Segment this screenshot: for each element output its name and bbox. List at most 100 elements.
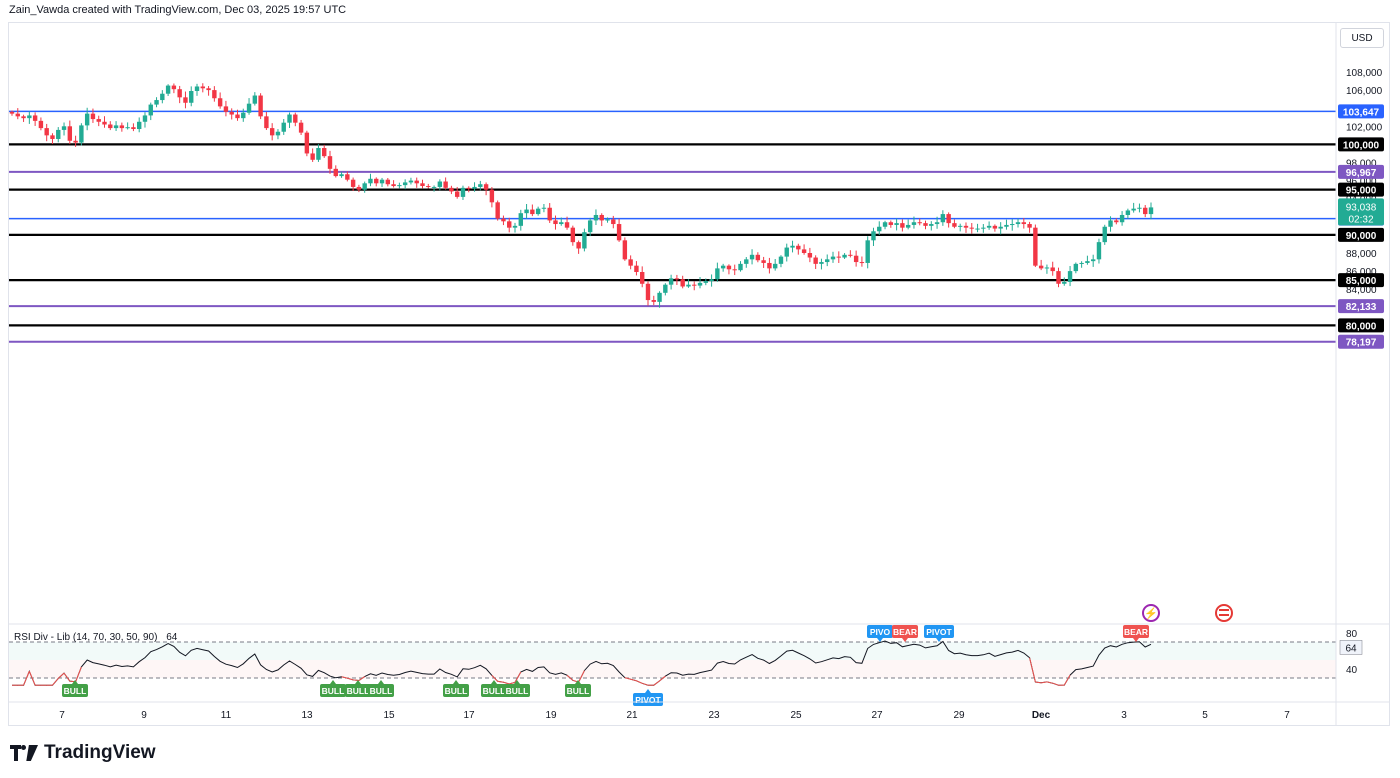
candle-body: [96, 119, 101, 122]
candle-body: [703, 281, 709, 283]
x-tick-label: 27: [871, 710, 883, 721]
candle-body: [414, 180, 419, 184]
rsi-oversold-segment: [636, 680, 643, 684]
candle-body: [443, 181, 448, 188]
badge-pointer: [645, 689, 651, 693]
rsi-oversold-segment: [1035, 681, 1042, 684]
y-tick-label: 88,000: [1346, 249, 1377, 260]
rsi-oversold-segment: [659, 675, 666, 682]
rsi-badge-label: BULL: [64, 686, 87, 696]
candle-body: [1073, 263, 1079, 272]
rsi-badge: [867, 625, 893, 638]
candle-body: [697, 282, 703, 286]
candle-body: [749, 254, 755, 260]
candle-body: [634, 265, 639, 273]
candle-body: [1079, 262, 1084, 264]
candle-body: [958, 225, 963, 227]
rsi-value-label: 64: [1345, 643, 1357, 654]
candle-body: [154, 100, 159, 105]
rsi-badge: [320, 684, 346, 697]
y-tick-label: 98,000: [1346, 159, 1377, 170]
candle-body: [1021, 222, 1027, 225]
rsi-oversold-segment: [347, 677, 354, 681]
candle-body: [350, 179, 356, 187]
level-price-tag: [1338, 227, 1384, 242]
candle-body: [1004, 224, 1009, 227]
candle-body: [177, 89, 182, 98]
candle-body: [518, 213, 523, 226]
tradingview-logo[interactable]: TradingView: [10, 742, 156, 764]
candle-body: [559, 222, 564, 225]
candle-body: [362, 183, 367, 190]
candle-body: [385, 179, 391, 185]
candle-body: [888, 222, 894, 225]
candle-body: [200, 86, 205, 89]
rsi-oversold-segment: [566, 674, 574, 681]
candle-body: [160, 93, 165, 101]
candle-body: [674, 278, 680, 280]
rsi-indicator-label[interactable]: RSI Div - Lib (14, 70, 30, 50, 90) 64: [14, 632, 177, 643]
candle-body: [316, 148, 321, 160]
level-price-label: 90,000: [1346, 231, 1377, 242]
candle-body: [524, 209, 529, 214]
candle-body: [692, 284, 697, 286]
x-tick-label: 23: [708, 710, 720, 721]
candle-body: [119, 125, 125, 129]
candle-body: [530, 209, 535, 215]
candle-body: [576, 242, 581, 249]
rsi-oversold-segment: [497, 680, 504, 683]
candle-body: [611, 219, 616, 225]
candle-body: [32, 115, 38, 121]
candle-body: [21, 116, 26, 119]
candle-body: [992, 225, 998, 229]
candle-body: [397, 185, 402, 187]
chart-frame: [8, 22, 1390, 726]
candle-body: [657, 292, 662, 302]
candle-body: [911, 222, 917, 225]
rsi-oversold-segment: [630, 678, 637, 682]
candle-body: [830, 256, 836, 260]
x-tick-label: 17: [463, 710, 475, 721]
level-price-label: 96,967: [1346, 168, 1377, 179]
candle-body: [738, 263, 743, 271]
candle-body: [900, 223, 905, 228]
candle-body: [969, 227, 974, 229]
rsi-oversold-segment: [509, 681, 516, 685]
rsi-oversold-segment: [653, 680, 660, 686]
candle-body: [1056, 271, 1061, 284]
x-tick-label: 15: [383, 710, 395, 721]
candle-body: [825, 259, 830, 263]
candle-body: [1038, 265, 1044, 269]
candle-body: [15, 113, 20, 117]
level-price-tag: [1338, 273, 1384, 288]
candle-body: [426, 186, 431, 188]
level-price-tag: [1338, 137, 1384, 152]
candle-body: [1125, 210, 1131, 215]
rsi-badge: [443, 684, 469, 697]
candle-body: [1044, 267, 1050, 269]
badge-pointer: [877, 638, 883, 642]
candle-body: [478, 184, 483, 187]
countdown-label: 02:32: [1348, 214, 1373, 225]
candle-body: [1102, 226, 1107, 243]
candle-body: [923, 223, 928, 226]
x-tick-label: 7: [59, 710, 65, 721]
candle-body: [547, 207, 552, 221]
candle-body: [622, 240, 628, 260]
x-tick-label: 19: [545, 710, 557, 721]
candle-body: [975, 228, 980, 230]
badge-pointer: [575, 680, 581, 684]
candle-body: [541, 207, 547, 209]
rsi-oversold-segment: [514, 671, 522, 683]
candle-body: [877, 226, 882, 232]
candle-body: [483, 184, 489, 190]
candle-body: [940, 214, 946, 223]
level-price-tag: [1338, 104, 1384, 119]
x-tick-label: Dec: [1032, 710, 1051, 721]
candle-body: [495, 202, 500, 219]
currency-button[interactable]: USD: [1340, 28, 1384, 48]
candle-body: [460, 187, 466, 197]
candle-body: [142, 115, 148, 122]
candle-body: [952, 223, 957, 227]
